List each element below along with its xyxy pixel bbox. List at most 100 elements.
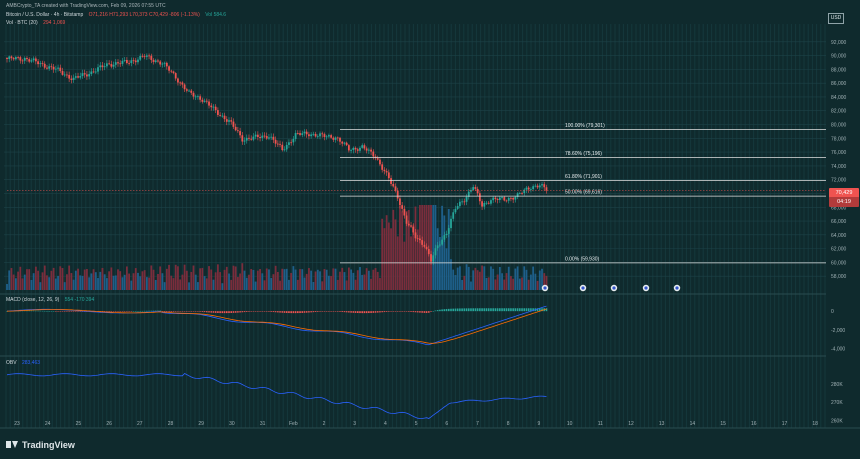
candle-body (208, 101, 210, 106)
volume-bar (288, 279, 290, 290)
macd-hist-bar (279, 311, 281, 313)
candle-body (265, 135, 268, 139)
candle-body (239, 131, 241, 136)
volume-bar (505, 273, 508, 290)
candle-body (90, 71, 93, 75)
candle-body (352, 147, 355, 151)
currency-badge[interactable]: USD (828, 13, 844, 24)
candle-body (72, 77, 75, 80)
macd-hist-bar (452, 308, 455, 312)
volume-bar (170, 275, 173, 290)
time-tick-label: 15 (720, 421, 726, 427)
macd-hist-bar (206, 311, 208, 313)
volume-bar (296, 279, 299, 290)
volume-bar (523, 266, 526, 290)
macd-hist-bar (203, 311, 206, 313)
volume-bar (185, 270, 188, 290)
volume-bar (476, 270, 479, 290)
macd-hist-bar (199, 311, 201, 312)
volume-bar (274, 265, 277, 290)
candle-body (177, 78, 179, 83)
candle-body (221, 115, 224, 117)
volume-bar (416, 229, 419, 290)
macd-hist-bar (414, 311, 417, 313)
volume-bar (450, 259, 452, 290)
macd-hist-bar (470, 308, 472, 312)
volume-bar (432, 205, 435, 290)
volume-bar (445, 248, 448, 290)
volume-bar (430, 205, 432, 290)
volume-bar (439, 236, 441, 290)
macd-hist-bar (181, 311, 184, 312)
fibonacci-levels: 100.00% (79,301) 78.60% (75,196) 61.80% (7… (340, 123, 826, 264)
macd-hist-bar (265, 311, 268, 312)
candle-body (299, 133, 301, 135)
candle-body (94, 71, 97, 73)
volume-bar (221, 283, 224, 290)
macd-hist-bar (372, 311, 375, 313)
candle-body (188, 90, 190, 92)
macd-hist-bar (443, 309, 446, 312)
macd-hist-bar (481, 308, 483, 312)
volume-bar (190, 271, 193, 290)
price-tick-label: 74,000 (831, 164, 847, 170)
macd-hist-bar (385, 311, 388, 312)
macd-hist-bar (505, 308, 508, 312)
volume-bars (6, 205, 548, 290)
fib-level-label: 78.60% (75,196) (565, 151, 602, 157)
volume-bar (501, 273, 503, 290)
obv-label[interactable]: OBV (6, 360, 17, 366)
candle-body (416, 238, 419, 240)
volume-bar (454, 275, 457, 290)
volume-bar (6, 284, 8, 290)
candle-body (356, 149, 359, 151)
macd-hist-bar (476, 308, 479, 312)
macd-hist-bar (419, 311, 421, 313)
volume-bar (130, 280, 133, 290)
volume-bar (374, 268, 377, 290)
macd-hist-bar (356, 311, 359, 313)
macd-hist-bar (110, 311, 113, 312)
author-line: AMBCrypto_TA created with TradingView.co… (6, 3, 166, 9)
last-price-countdown: 04:19 (829, 197, 859, 207)
macd-hist-bar (192, 311, 195, 312)
candle-body (532, 186, 535, 190)
candle-body (336, 137, 339, 139)
volume-bar (123, 274, 126, 290)
volume-bar (174, 264, 177, 290)
volume-bar (177, 266, 179, 290)
volume-bar (470, 281, 472, 290)
time-tick-label: 5 (415, 421, 418, 427)
macd-hist-bar (119, 311, 122, 312)
volume-bar (201, 267, 204, 290)
volume-legend-label[interactable]: Vol · BTC (20) (6, 20, 38, 26)
volume-bar (86, 269, 88, 290)
macd-hist-bar (221, 311, 224, 314)
candle-body (503, 197, 506, 201)
candle-body (179, 82, 182, 84)
macd-hist-bar (248, 311, 250, 312)
macd-hist-bar (383, 311, 386, 313)
candle-body (28, 59, 31, 62)
candle-body (37, 61, 39, 65)
candle-body (394, 186, 397, 191)
price-tick-label: 68,000 (831, 205, 847, 211)
candle-body (314, 133, 317, 137)
volume-bar (259, 269, 261, 290)
candle-body (487, 202, 490, 204)
macd-label[interactable]: MACD (close, 12, 26, 9) (6, 297, 60, 303)
volume-bar (37, 270, 39, 290)
volume-bar (407, 209, 410, 290)
volume-bar (228, 273, 230, 290)
macd-hist-bar (250, 311, 252, 312)
macd-hist-bar (479, 308, 481, 312)
volume-bar (481, 265, 483, 290)
macd-hist-bar (423, 311, 426, 313)
tradingview-brand[interactable]: TradingView (6, 440, 75, 450)
time-tick-label: 28 (168, 421, 174, 427)
candle-body (478, 193, 481, 202)
candle-body (485, 202, 488, 204)
volume-bar (97, 278, 99, 290)
symbol-title[interactable]: Bitcoin / U.S. Dollar · 4h · Bitstamp (6, 12, 84, 18)
